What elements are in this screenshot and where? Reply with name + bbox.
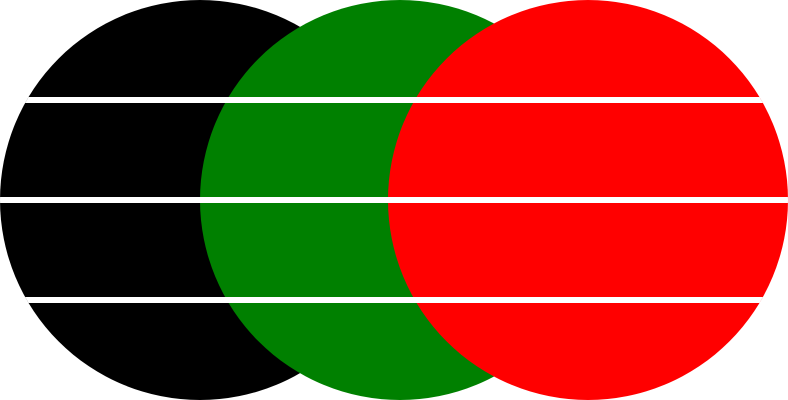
white-stripe	[0, 197, 788, 203]
white-stripe	[0, 97, 788, 103]
white-stripe	[0, 297, 788, 303]
